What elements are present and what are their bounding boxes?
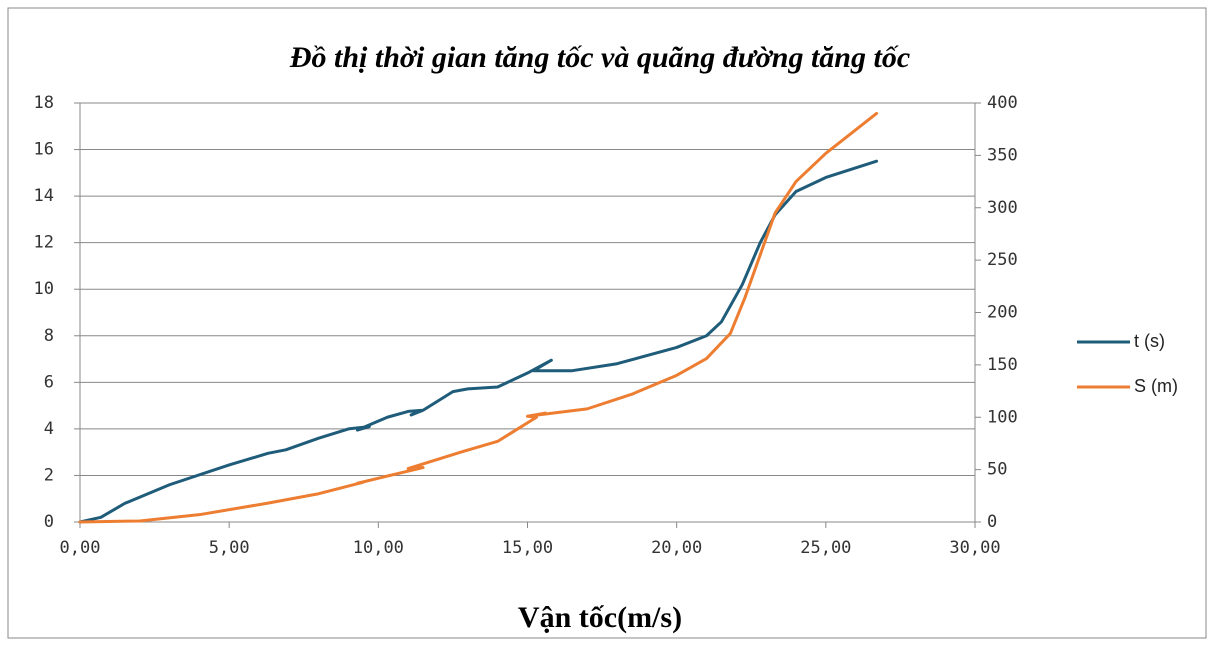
x-tick-label: 5,00: [209, 538, 250, 558]
y-tick-label: 12: [34, 233, 54, 253]
y2-tick-label: 300: [987, 198, 1018, 218]
series-line: [78, 111, 879, 524]
y2-tick-label: 100: [987, 407, 1018, 427]
y2-tick-label: 0: [987, 512, 997, 532]
x-tick-label: 30,00: [949, 538, 1000, 558]
y2-tick-label: 250: [987, 250, 1018, 270]
x-tick-label: 25,00: [800, 538, 851, 558]
x-tick-label: 15,00: [502, 538, 553, 558]
y-tick-label: 14: [34, 186, 54, 206]
y-tick-label: 18: [34, 93, 54, 113]
x-tick-label: 10,00: [353, 538, 404, 558]
y2-tick-label: 200: [987, 303, 1018, 323]
y-tick-label: 10: [34, 279, 54, 299]
y2-tick-label: 350: [987, 145, 1018, 165]
chart-border: [7, 7, 1207, 639]
y-tick-label: 16: [34, 140, 54, 160]
chart-title: Đồ thị thời gian tăng tốc và quãng đường…: [289, 41, 910, 74]
legend-label: t (s): [1134, 331, 1165, 351]
y-tick-label: 4: [44, 419, 54, 439]
x-tick-label: 0,00: [60, 538, 101, 558]
y-tick-label: 6: [44, 372, 54, 392]
y2-tick-label: 400: [987, 93, 1018, 113]
x-tick-label: 20,00: [651, 538, 702, 558]
y-tick-label: 0: [44, 512, 54, 532]
y-tick-label: 8: [44, 326, 54, 346]
series-line: [78, 159, 879, 524]
y2-tick-label: 150: [987, 355, 1018, 375]
y-tick-label: 2: [44, 465, 54, 485]
x-axis-label: Vận tốc(m/s): [518, 601, 682, 634]
y2-tick-label: 50: [987, 460, 1007, 480]
legend-label: S (m): [1134, 376, 1178, 396]
